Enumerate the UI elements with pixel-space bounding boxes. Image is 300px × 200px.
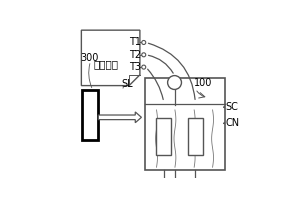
Circle shape — [168, 76, 182, 89]
FancyArrow shape — [98, 112, 141, 123]
Bar — [145, 78, 225, 170]
Circle shape — [142, 53, 146, 57]
Text: SL: SL — [122, 79, 133, 89]
Text: CN: CN — [225, 118, 239, 128]
Text: T2: T2 — [129, 50, 141, 60]
Text: 300: 300 — [80, 53, 98, 63]
Bar — [188, 118, 203, 155]
Bar — [156, 118, 172, 155]
Text: T3: T3 — [129, 62, 141, 72]
Text: SC: SC — [225, 102, 238, 112]
Text: 恒电位乺: 恒电位乺 — [93, 60, 118, 70]
Text: 100: 100 — [194, 78, 212, 88]
Text: T1: T1 — [129, 37, 141, 47]
Bar — [82, 90, 98, 140]
Polygon shape — [81, 30, 140, 86]
Circle shape — [142, 40, 146, 44]
Circle shape — [142, 65, 146, 69]
